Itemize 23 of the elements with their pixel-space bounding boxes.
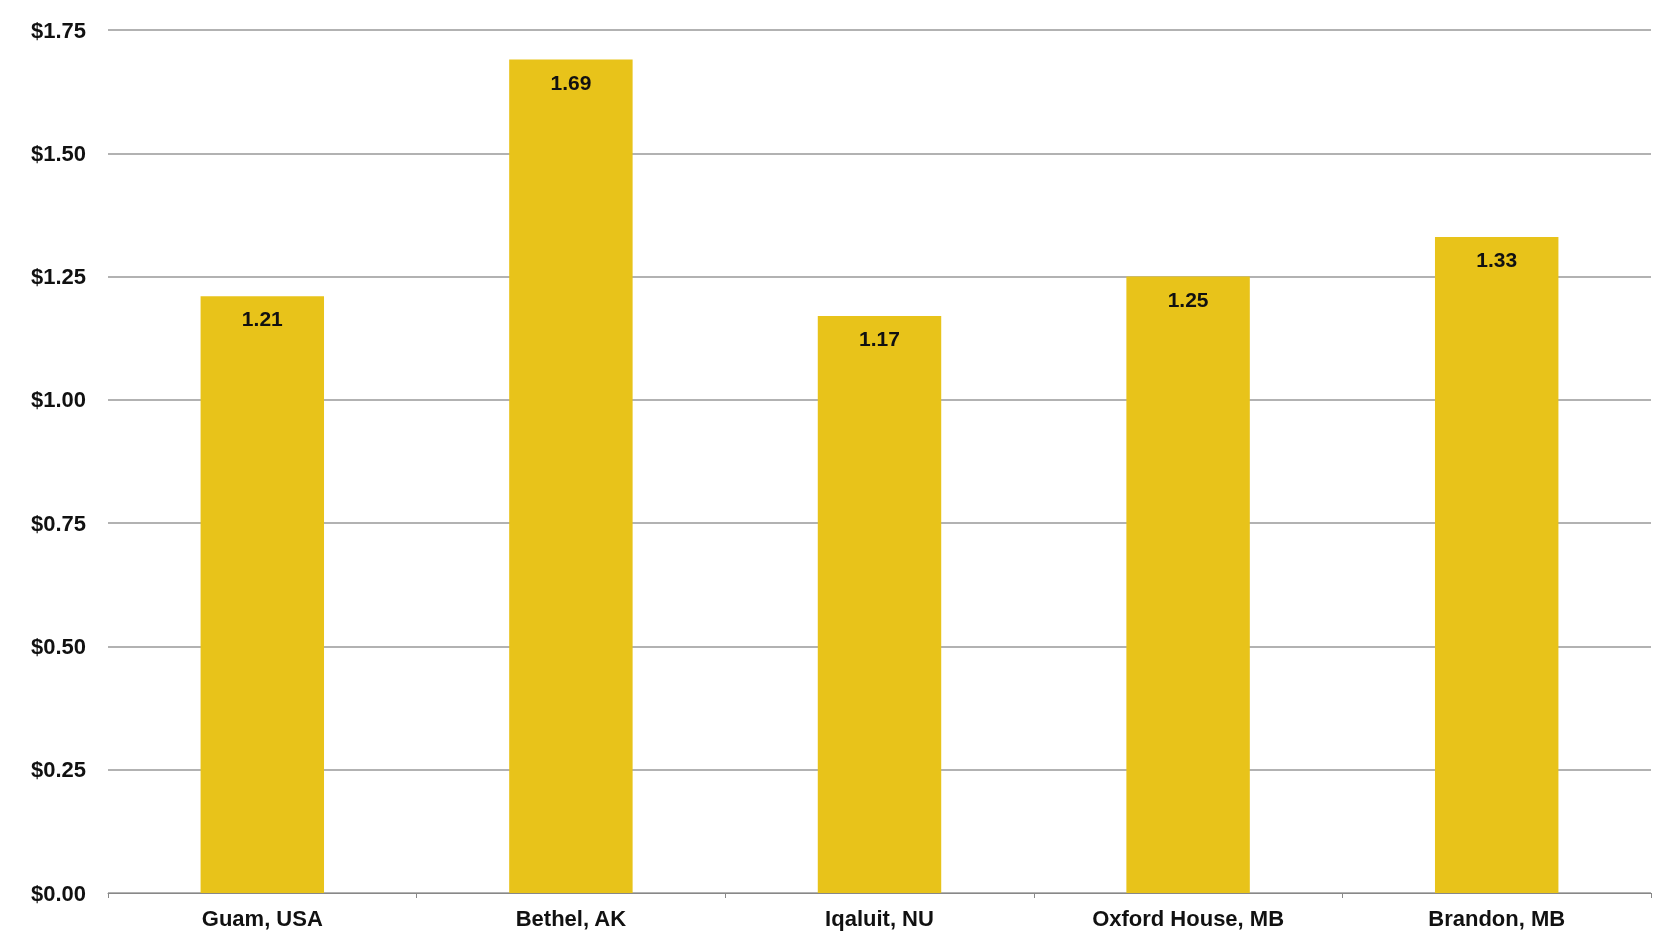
x-tick-label: Guam, USA bbox=[201, 905, 323, 931]
y-tick-label: $0.00 bbox=[30, 880, 86, 906]
x-tick-label: Brandon, MB bbox=[1428, 905, 1566, 931]
y-tick-label: $0.25 bbox=[30, 757, 86, 783]
bar bbox=[509, 59, 633, 893]
y-tick-label: $1.50 bbox=[30, 140, 86, 166]
y-tick-label: $1.75 bbox=[30, 17, 86, 43]
y-tick-label: $1.00 bbox=[30, 387, 86, 413]
bar bbox=[200, 296, 325, 893]
data-label: 1.69 bbox=[550, 70, 592, 94]
bar bbox=[1126, 276, 1250, 893]
y-tick-label: $0.75 bbox=[30, 510, 86, 536]
data-label: 1.33 bbox=[1476, 248, 1518, 272]
y-tick-label: $0.50 bbox=[30, 633, 86, 659]
y-tick-label: $1.25 bbox=[30, 264, 86, 290]
x-tick-label: Iqaluit, NU bbox=[825, 905, 934, 931]
x-tick-label: Oxford House, MB bbox=[1092, 905, 1285, 931]
data-label: 1.25 bbox=[1167, 287, 1209, 311]
data-label: 1.17 bbox=[859, 327, 900, 351]
data-label: 1.21 bbox=[241, 307, 284, 331]
bar bbox=[1434, 237, 1559, 893]
x-tick-label: Bethel, AK bbox=[515, 905, 627, 931]
bar bbox=[817, 316, 942, 893]
